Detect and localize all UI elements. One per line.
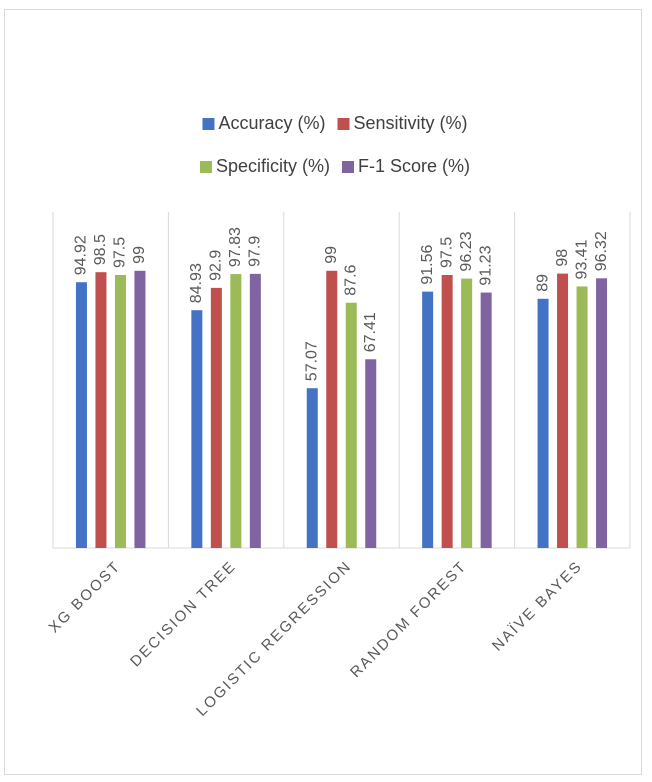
bar xyxy=(441,275,453,548)
value-label: 91.56 xyxy=(419,244,436,284)
value-label: 96.23 xyxy=(458,231,475,271)
legend-swatch xyxy=(199,161,212,173)
value-label: 57.07 xyxy=(303,341,320,381)
legend-swatch xyxy=(342,161,354,173)
bar xyxy=(95,272,107,548)
value-label: 98.5 xyxy=(92,234,109,265)
value-label: 97.83 xyxy=(227,227,244,267)
bar xyxy=(365,359,377,548)
bar xyxy=(249,273,261,548)
bar xyxy=(326,270,338,548)
value-label: 97.9 xyxy=(247,236,264,267)
value-label: 98 xyxy=(554,249,571,267)
legend-label: F-1 Score (%) xyxy=(358,156,470,176)
value-label: 92.9 xyxy=(208,250,225,281)
legend-swatch xyxy=(337,118,350,130)
value-label: 94.92 xyxy=(73,235,90,275)
bar xyxy=(114,275,126,548)
bar xyxy=(576,286,588,548)
bar xyxy=(306,388,318,548)
value-label: 93.41 xyxy=(573,239,590,279)
value-label: 97.5 xyxy=(112,237,129,268)
bar xyxy=(75,282,87,548)
bar xyxy=(345,302,357,548)
bar xyxy=(230,274,242,548)
bar xyxy=(461,278,473,548)
value-label: 99 xyxy=(131,246,148,264)
bar xyxy=(480,292,492,548)
legend-label: Accuracy (%) xyxy=(218,113,325,133)
value-label: 97.5 xyxy=(438,237,455,268)
legend-label: Specificity (%) xyxy=(216,156,330,176)
legend-swatch xyxy=(202,118,215,130)
bar xyxy=(422,291,434,548)
value-label: 67.41 xyxy=(362,312,379,352)
value-label: 84.93 xyxy=(188,263,205,303)
value-label: 91.23 xyxy=(477,245,494,285)
legend-label: Sensitivity (%) xyxy=(353,113,467,133)
bar xyxy=(537,298,549,548)
value-label: 87.6 xyxy=(342,264,359,295)
value-label: 96.32 xyxy=(593,231,610,271)
bar xyxy=(557,273,569,548)
value-label: 89 xyxy=(534,274,551,292)
bar xyxy=(191,310,203,548)
bar xyxy=(134,270,146,548)
bar xyxy=(596,278,608,548)
value-label: 99 xyxy=(323,246,340,264)
bar xyxy=(210,287,222,548)
chart-border xyxy=(4,9,642,775)
